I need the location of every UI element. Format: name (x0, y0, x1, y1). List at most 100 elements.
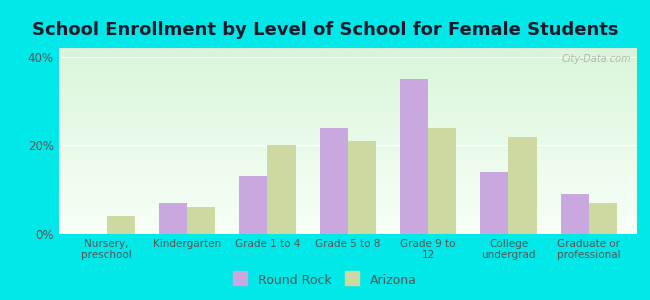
Bar (58, 202, 637, 203)
Bar (58, 165, 637, 166)
Bar (267, 146, 296, 234)
Bar (58, 84, 637, 85)
Bar (58, 49, 637, 50)
Bar (58, 164, 637, 165)
Bar (58, 219, 637, 220)
Bar (58, 179, 637, 180)
Bar (58, 182, 637, 183)
Bar (58, 115, 637, 116)
Bar (58, 58, 637, 59)
Text: School Enrollment by Level of School for Female Students: School Enrollment by Level of School for… (32, 21, 618, 39)
Bar (428, 128, 456, 234)
Bar (58, 61, 637, 62)
Bar (58, 93, 637, 94)
Bar (589, 203, 617, 234)
Bar (58, 74, 637, 75)
Bar (58, 211, 637, 212)
Bar (58, 128, 637, 129)
Bar (58, 106, 637, 107)
Text: City-Data.com: City-Data.com (562, 54, 631, 64)
Bar (58, 86, 637, 87)
Bar (58, 141, 637, 142)
Bar (58, 67, 637, 68)
Bar (239, 176, 267, 234)
Bar (58, 162, 637, 163)
Bar (58, 142, 637, 143)
Bar (58, 66, 637, 67)
Bar (58, 121, 637, 122)
Bar (58, 148, 637, 149)
Bar (58, 155, 637, 156)
Bar (58, 63, 637, 64)
Bar (348, 141, 376, 234)
Bar (58, 88, 637, 89)
Bar (58, 221, 637, 222)
Bar (58, 154, 637, 155)
Bar (58, 72, 637, 73)
Bar (58, 139, 637, 140)
Bar (58, 177, 637, 178)
Bar (58, 68, 637, 69)
Bar (58, 168, 637, 169)
Bar (58, 64, 637, 65)
Bar (58, 100, 637, 101)
Bar (58, 166, 637, 167)
Bar (58, 194, 637, 195)
Bar (58, 104, 637, 105)
Bar (58, 143, 637, 144)
Bar (58, 170, 637, 171)
Bar (58, 232, 637, 233)
Bar (58, 131, 637, 132)
Bar (58, 111, 637, 112)
Bar (58, 217, 637, 218)
Bar (58, 51, 637, 52)
Bar (58, 191, 637, 192)
Bar (58, 187, 637, 188)
Bar (58, 90, 637, 91)
Bar (58, 197, 637, 198)
Bar (58, 92, 637, 93)
Bar (58, 228, 637, 229)
Bar (58, 184, 637, 185)
Bar (58, 114, 637, 115)
Bar (58, 52, 637, 53)
Bar (58, 75, 637, 76)
Bar (58, 127, 637, 128)
Bar (58, 59, 637, 60)
Bar (58, 208, 637, 209)
Bar (58, 119, 637, 120)
Bar (58, 225, 637, 226)
Bar (58, 103, 637, 104)
Bar (58, 172, 637, 173)
Bar (58, 76, 637, 77)
Bar (58, 56, 637, 57)
Bar (58, 140, 637, 141)
Bar (58, 71, 637, 72)
Bar (58, 54, 637, 55)
Bar (58, 204, 637, 205)
Bar (58, 180, 637, 181)
Bar (58, 105, 637, 106)
Bar (58, 146, 637, 147)
Bar (58, 122, 637, 123)
Bar (58, 186, 637, 187)
Bar (58, 97, 637, 98)
Bar (58, 95, 637, 96)
Bar (58, 60, 637, 61)
Bar (58, 78, 637, 79)
Bar (58, 136, 637, 137)
Bar (58, 220, 637, 221)
Bar (58, 83, 637, 84)
Bar (58, 129, 637, 130)
Bar (58, 82, 637, 83)
Bar (58, 135, 637, 136)
Bar (58, 73, 637, 74)
Bar (58, 192, 637, 193)
Bar (58, 53, 637, 54)
Bar (58, 214, 637, 215)
Bar (58, 183, 637, 184)
Bar (58, 231, 637, 232)
Bar (58, 65, 637, 66)
Bar (58, 169, 637, 170)
Bar (58, 216, 637, 217)
